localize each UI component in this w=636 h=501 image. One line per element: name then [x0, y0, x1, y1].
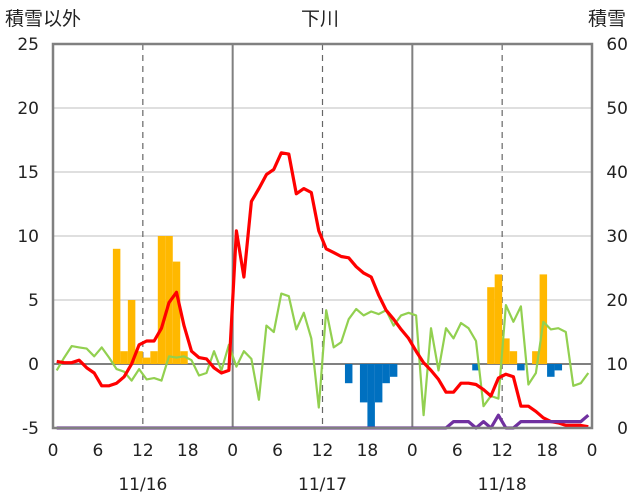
precipitation-bar — [112, 248, 121, 364]
precipitation-bar — [172, 261, 181, 364]
precipitation-bar — [135, 351, 143, 364]
precipitation-bar — [157, 236, 166, 364]
precipitation-bar — [359, 364, 368, 403]
series-line-1 — [55, 292, 590, 417]
plot-frame — [51, 42, 594, 430]
x-tick-label: 0 — [48, 441, 59, 461]
precipitation-bar — [127, 300, 136, 364]
x-tick-label: 0 — [407, 441, 418, 461]
left-tick-label: 15 — [17, 163, 39, 183]
x-tick-label: 18 — [357, 441, 379, 461]
precipitation-bar — [547, 364, 555, 377]
x-tick-label: 12 — [491, 441, 513, 461]
precipitation-bar — [150, 351, 158, 364]
series-line-0 — [56, 151, 589, 429]
precipitation-bar — [539, 274, 548, 364]
right-tick-label: 10 — [606, 355, 628, 375]
date-label: 11/16 — [118, 475, 167, 495]
right-tick-label: 60 — [606, 35, 628, 55]
precipitation-bar — [509, 351, 518, 364]
precipitation-bar — [517, 364, 525, 371]
precipitation-bar — [389, 364, 398, 377]
precipitation-bar — [374, 364, 383, 403]
right-tick-label: 20 — [606, 291, 628, 311]
x-tick-label: 12 — [132, 441, 154, 461]
precipitation-bar — [382, 364, 390, 384]
right-axis-label: 積雪 — [588, 8, 626, 30]
left-tick-label: 20 — [17, 99, 39, 119]
precipitation-bar — [344, 364, 353, 384]
x-tick-label: 0 — [587, 441, 598, 461]
date-label: 11/17 — [298, 475, 347, 495]
precipitation-bar — [487, 287, 495, 364]
precipitation-bar — [180, 351, 188, 364]
precipitation-bar — [367, 364, 375, 428]
left-tick-label: 5 — [28, 291, 39, 311]
precipitation-bar — [142, 357, 151, 364]
left-tick-label: 10 — [17, 227, 39, 247]
precipitation-bar — [494, 274, 503, 364]
right-tick-label: 0 — [617, 419, 628, 439]
precipitation-bar — [502, 338, 510, 364]
left-tick-label: -5 — [22, 419, 39, 439]
x-tick-label: 18 — [177, 441, 199, 461]
right-tick-label: 30 — [606, 227, 628, 247]
x-tick-label: 6 — [452, 441, 463, 461]
right-tick-label: 40 — [606, 163, 628, 183]
x-tick-label: 18 — [536, 441, 558, 461]
precipitation-bar — [554, 364, 563, 371]
precipitation-bars — [112, 236, 563, 428]
precipitation-bar — [532, 351, 540, 364]
x-tick-label: 12 — [312, 441, 334, 461]
right-tick-label: 50 — [606, 99, 628, 119]
chart-title: 下川 — [301, 8, 339, 30]
precipitation-bar — [120, 351, 128, 364]
x-tick-label: 6 — [272, 441, 283, 461]
left-axis-label: 積雪以外 — [5, 8, 81, 30]
x-tick-label: 6 — [93, 441, 104, 461]
precipitation-bar — [472, 364, 480, 371]
left-tick-label: 0 — [28, 355, 39, 375]
date-label: 11/18 — [478, 475, 527, 495]
plot-border — [51, 42, 594, 430]
x-tick-label: 0 — [227, 441, 238, 461]
left-tick-label: 25 — [17, 35, 39, 55]
